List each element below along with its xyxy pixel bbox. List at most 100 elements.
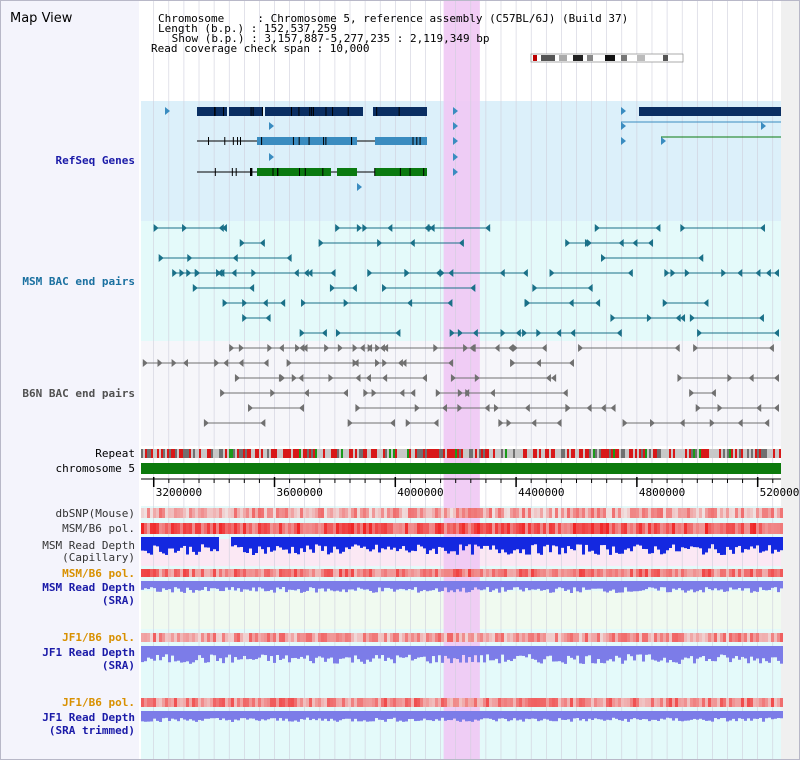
jf1-pol-cell bbox=[516, 633, 519, 642]
msm-depth-sra-bar bbox=[639, 581, 642, 591]
jf1-pol-cell bbox=[231, 633, 234, 642]
dbsnp-cell bbox=[336, 508, 339, 518]
msm-depth-sra-bar bbox=[525, 581, 528, 588]
jf1-depth-trim-bar bbox=[348, 711, 351, 719]
jf1-pol2-cell bbox=[771, 698, 774, 707]
jf1-pol-cell bbox=[561, 633, 564, 642]
repeat-segment bbox=[603, 449, 605, 458]
msm-bac-end-marker bbox=[367, 269, 373, 277]
jf1-pol2-cell bbox=[564, 698, 567, 707]
b6n-bac-end-marker bbox=[291, 374, 297, 382]
b6n-bac-label: B6N BAC end pairs bbox=[22, 387, 135, 400]
msm-pol2-cell bbox=[306, 569, 309, 577]
jf1-depth-trim-bar bbox=[243, 711, 246, 719]
msm-pol2-cell bbox=[141, 569, 144, 577]
msm-pol2-cell bbox=[441, 569, 444, 577]
msm-depth-cap-bar bbox=[261, 537, 264, 550]
jf1-depth-sra-bar bbox=[384, 646, 387, 661]
jf1-depth-trim-bar bbox=[375, 711, 378, 719]
msm-pol-cell bbox=[213, 523, 216, 534]
jf1-depth-sra-bar bbox=[345, 646, 348, 658]
repeat-segment bbox=[699, 449, 701, 458]
jf1-depth-sra-bar bbox=[210, 646, 213, 655]
msm-depth-cap-bar bbox=[603, 537, 606, 546]
repeat-segment bbox=[741, 449, 743, 458]
msm-pol-cell bbox=[333, 523, 336, 534]
repeat-segment bbox=[497, 449, 499, 458]
dbsnp-cell bbox=[405, 508, 408, 518]
jf1-depth-trim-bar bbox=[714, 711, 717, 719]
msm-pol2-cell bbox=[465, 569, 468, 577]
jf1-pol2-cell bbox=[210, 698, 213, 707]
msm-depth-cap-bar bbox=[444, 537, 447, 551]
dbsnp-cell bbox=[267, 508, 270, 518]
msm-pol2-cell bbox=[705, 569, 708, 577]
repeat-segment bbox=[755, 449, 757, 458]
msm-pol2-cell bbox=[609, 569, 612, 577]
msm-pol2-cell bbox=[729, 569, 732, 577]
jf1-pol-cell bbox=[513, 633, 516, 642]
msm-pol-cell bbox=[351, 523, 354, 534]
msm-depth-cap-bar bbox=[435, 537, 438, 554]
msm-pol2-cell bbox=[192, 569, 195, 577]
repeat-segment bbox=[441, 449, 443, 458]
jf1-pol2-cell bbox=[423, 698, 426, 707]
msm-pol-cell bbox=[219, 523, 222, 534]
jf1-depth-trim-bar bbox=[390, 711, 393, 719]
gene-strand-arrow bbox=[621, 122, 626, 130]
msm-pol-cell bbox=[291, 523, 294, 534]
jf1-pol-cell bbox=[324, 633, 327, 642]
dbsnp-cell bbox=[264, 508, 267, 518]
msm-pol2-cell bbox=[735, 569, 738, 577]
msm-pol2-cell bbox=[753, 569, 756, 577]
msm-pol2-cell bbox=[657, 569, 660, 577]
jf1-depth-sra-bar bbox=[276, 646, 279, 655]
dbsnp-cell bbox=[375, 508, 378, 518]
msm-depth-cap-bar bbox=[600, 537, 603, 546]
msm-pol2-cell bbox=[198, 569, 201, 577]
msm-depth-cap-bar bbox=[270, 537, 273, 552]
dbsnp-cell bbox=[189, 508, 192, 518]
msm-pol-cell bbox=[777, 523, 780, 534]
jf1-pol-cell bbox=[453, 633, 456, 642]
msm-pol-cell bbox=[195, 523, 198, 534]
dbsnp-cell bbox=[339, 508, 342, 518]
msm-depth-cap-bar bbox=[513, 537, 516, 551]
coverage-span-info: Read coverage check span : 10,000 bbox=[151, 42, 370, 55]
msm-depth-sra-bar bbox=[729, 581, 732, 588]
dbsnp-cell bbox=[588, 508, 591, 518]
msm-pol-cell bbox=[393, 523, 396, 534]
jf1-pol2-cell bbox=[393, 698, 396, 707]
dbsnp-cell bbox=[684, 508, 687, 518]
msm-pol2-cell bbox=[237, 569, 240, 577]
msm-depth-cap-bar bbox=[213, 537, 216, 550]
jf1-depth-trim-bar bbox=[654, 711, 657, 720]
msm-depth-sra-bar bbox=[213, 581, 216, 589]
repeat-segment bbox=[389, 449, 391, 458]
jf1-pol2-cell bbox=[477, 698, 480, 707]
msm-depth-cap-bar bbox=[771, 537, 774, 554]
jf1-depth-trim-bar bbox=[729, 711, 732, 721]
msm-bac-end-marker bbox=[485, 224, 491, 232]
msm-pol-cell bbox=[672, 523, 675, 534]
msm-depth-cap-bar bbox=[210, 537, 213, 552]
jf1-depth-trim-bar bbox=[474, 711, 477, 720]
repeat-segment bbox=[453, 449, 455, 458]
dbsnp-cell bbox=[240, 508, 243, 518]
msm-pol-cell bbox=[678, 523, 681, 534]
jf1-pol-cell bbox=[567, 633, 570, 642]
repeat-segment bbox=[463, 449, 465, 458]
dbsnp-cell bbox=[309, 508, 312, 518]
jf1-pol2-cell bbox=[303, 698, 306, 707]
msm-depth-sra-bar bbox=[633, 581, 636, 592]
repeat-segment bbox=[605, 449, 607, 458]
jf1-pol-cell bbox=[192, 633, 195, 642]
msm-depth-sra-bar bbox=[753, 581, 756, 592]
jf1-depth-sra-bar bbox=[387, 646, 390, 658]
jf1-depth-trim-bar bbox=[321, 711, 324, 721]
b6n-bac-end-marker bbox=[355, 404, 361, 412]
ideogram-band bbox=[573, 55, 583, 61]
jf1-depth-sra-bar bbox=[144, 646, 147, 662]
b6n-bac-end-marker bbox=[450, 374, 456, 382]
